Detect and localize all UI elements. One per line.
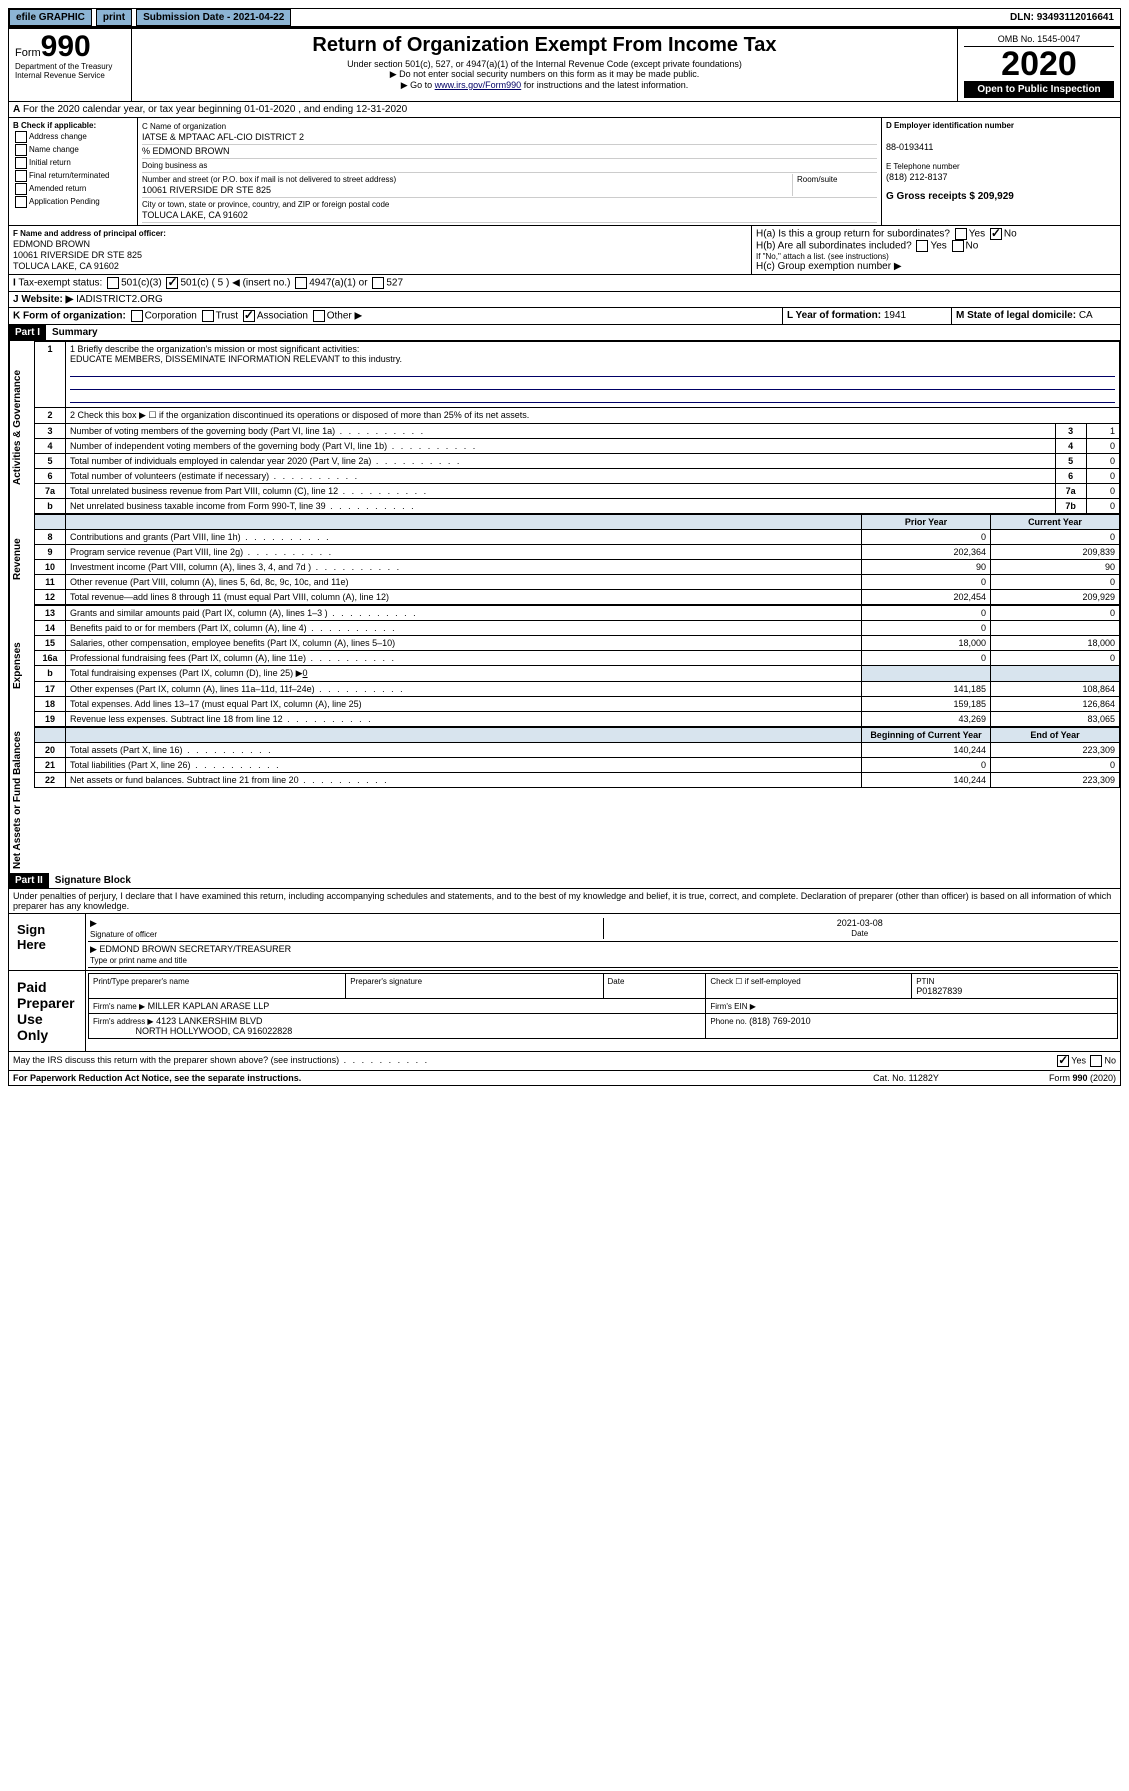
form-title: Return of Organization Exempt From Incom…: [138, 34, 951, 57]
efile-button[interactable]: efile GRAPHIC: [9, 9, 92, 26]
officer-group-row: F Name and address of principal officer:…: [8, 226, 1121, 275]
firm-phone: (818) 769-2010: [749, 1016, 811, 1026]
sign-here-block: Sign Here ▶Signature of officer2021-03-0…: [8, 914, 1121, 971]
mission-text: EDUCATE MEMBERS, DISSEMINATE INFORMATION…: [70, 354, 402, 364]
tax-status-row: I Tax-exempt status: 501(c)(3) 501(c) ( …: [8, 275, 1121, 292]
year-box: OMB No. 1545-0047 2020 Open to Public In…: [958, 29, 1120, 101]
subtitle-2: ▶ Do not enter social security numbers o…: [138, 69, 951, 80]
website-row: J Website: ▶ IADISTRICT2.ORG: [8, 292, 1121, 308]
top-toolbar: efile GRAPHIC print Submission Date - 20…: [8, 8, 1121, 28]
principal-officer: F Name and address of principal officer:…: [9, 226, 752, 274]
expenses-label: Expenses: [9, 605, 34, 727]
form-header: Form990 Department of the Treasury Inter…: [8, 28, 1121, 102]
irs-link[interactable]: www.irs.gov/Form990: [435, 80, 522, 90]
paid-preparer-label: Paid Preparer Use Only: [9, 971, 86, 1051]
officer-name-title: EDMOND BROWN SECRETARY/TREASURER: [99, 944, 291, 954]
tax-year: 2020: [964, 47, 1114, 81]
ein: 88-0193411: [886, 142, 933, 152]
perjury-statement: Under penalties of perjury, I declare th…: [8, 889, 1121, 914]
discuss-row: May the IRS discuss this return with the…: [8, 1052, 1121, 1071]
form-of-organization: K Form of organization: Corporation Trus…: [9, 308, 783, 324]
subtitle-3: ▶ Go to www.irs.gov/Form990 for instruct…: [138, 80, 951, 91]
pra-notice: For Paperwork Reduction Act Notice, see …: [13, 1073, 836, 1083]
street-address: 10061 RIVERSIDE DR STE 825: [142, 185, 271, 195]
governance-label: Activities & Governance: [9, 341, 34, 514]
telephone: (818) 212-8137: [886, 172, 948, 182]
website: IADISTRICT2.ORG: [76, 294, 163, 305]
name-address-block: C Name of organizationIATSE & MPTAAC AFL…: [138, 118, 882, 225]
form-number-box: Form990 Department of the Treasury Inter…: [9, 29, 132, 101]
print-button[interactable]: print: [96, 9, 132, 26]
dln-label: DLN: 93493112016641: [1004, 10, 1120, 25]
expenses-section: Expenses 13Grants and similar amounts pa…: [8, 605, 1121, 727]
group-return-block: H(a) Is this a group return for subordin…: [752, 226, 1120, 274]
ein-phone-block: D Employer identification number88-01934…: [882, 118, 1120, 225]
period-row: A For the 2020 calendar year, or tax yea…: [8, 102, 1121, 118]
form-footer: Form 990 (2020): [976, 1073, 1116, 1083]
check-if-applicable: B Check if applicable: Address change Na…: [9, 118, 138, 225]
part2-header: Part II Signature Block: [8, 873, 1121, 889]
part1-header: Part I Summary: [8, 325, 1121, 341]
firm-address: NORTH HOLLYWOOD, CA 916022828: [136, 1026, 293, 1036]
sign-here-label: Sign Here: [9, 914, 86, 970]
gross-receipts: 209,929: [978, 191, 1014, 202]
form-title-box: Return of Organization Exempt From Incom…: [132, 29, 958, 101]
ptin: P01827839: [916, 986, 962, 996]
subtitle-1: Under section 501(c), 527, or 4947(a)(1)…: [138, 59, 951, 69]
form-org-row: K Form of organization: Corporation Trus…: [8, 308, 1121, 325]
revenue-label: Revenue: [9, 514, 34, 605]
public-inspection: Open to Public Inspection: [964, 81, 1114, 98]
netassets-label: Net Assets or Fund Balances: [9, 727, 34, 873]
revenue-section: Revenue Prior YearCurrent Year 8Contribu…: [8, 514, 1121, 605]
org-name: IATSE & MPTAAC AFL-CIO DISTRICT 2: [142, 132, 304, 142]
paid-preparer-block: Paid Preparer Use Only Print/Type prepar…: [8, 971, 1121, 1052]
care-of: EDMOND BROWN: [153, 146, 230, 156]
city-state-zip: TOLUCA LAKE, CA 91602: [142, 210, 248, 220]
dept-irs: Internal Revenue Service: [15, 71, 125, 80]
firm-name: MILLER KAPLAN ARASE LLP: [148, 1001, 270, 1011]
catalog-number: Cat. No. 11282Y: [836, 1073, 976, 1083]
tax-exempt-status: I Tax-exempt status: 501(c)(3) 501(c) ( …: [9, 275, 1120, 291]
footer-row: For Paperwork Reduction Act Notice, see …: [8, 1071, 1121, 1086]
signature-date: 2021-03-08: [837, 918, 883, 928]
governance-section: Activities & Governance 11 Briefly descr…: [8, 341, 1121, 514]
submission-date-button[interactable]: Submission Date - 2021-04-22: [136, 9, 291, 26]
period-text: A For the 2020 calendar year, or tax yea…: [9, 102, 1120, 117]
state-domicile: M State of legal domicile: CA: [952, 308, 1120, 324]
dept-treasury: Department of the Treasury: [15, 62, 125, 71]
year-formation: L Year of formation: 1941: [783, 308, 952, 324]
netassets-section: Net Assets or Fund Balances Beginning of…: [8, 727, 1121, 873]
entity-row: B Check if applicable: Address change Na…: [8, 118, 1121, 226]
